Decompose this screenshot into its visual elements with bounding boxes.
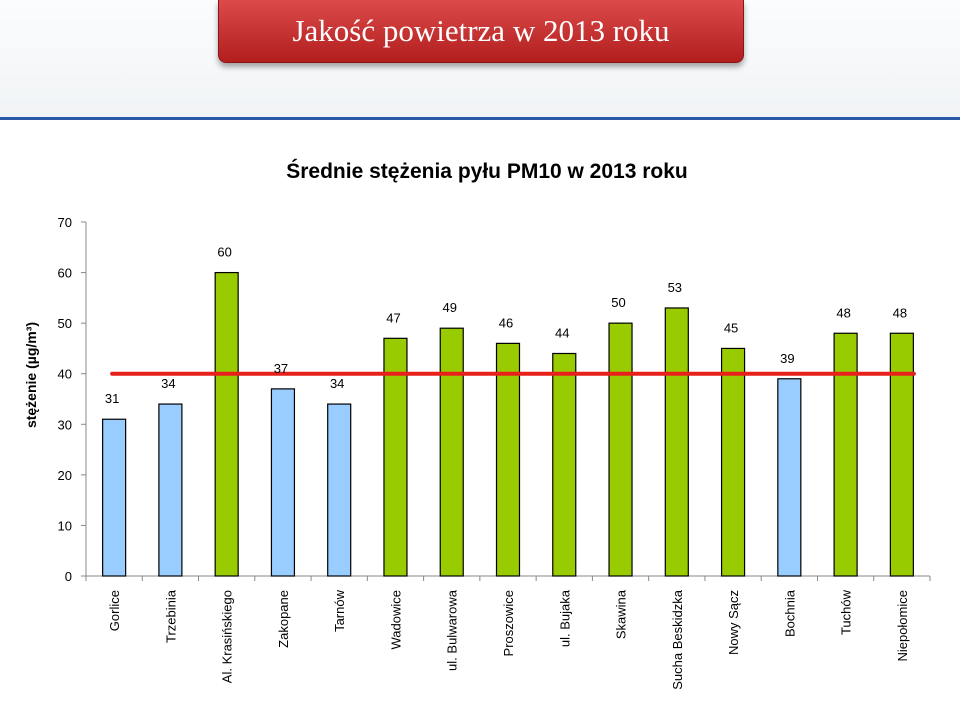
y-tick-label: 30 [58,417,72,432]
bar [833,332,858,577]
bar-value-label: 34 [330,376,344,391]
bar-value-label: 45 [724,320,738,335]
category-label: Tuchów [839,589,854,635]
bar [777,378,802,577]
y-tick-label: 40 [58,367,72,382]
bar [102,418,127,577]
bar-value-label: 50 [611,295,625,310]
slide-title: Jakość powietrza w 2013 roku [292,13,670,48]
bar [608,322,633,577]
category-label: ul. Bujaka [557,589,572,647]
bar [664,307,689,577]
bar [495,342,521,577]
y-axis-label: stężenie (µg/m³) [23,322,39,428]
bar-value-label: 34 [161,376,175,391]
bar [439,327,464,577]
bar [552,352,577,577]
bar-value-label: 46 [499,315,513,330]
category-label: Al. Krasińskiego [220,590,235,683]
y-tick-label: 0 [65,569,72,584]
bar-value-label: 49 [442,300,456,315]
category-label: Sucha Beskidzka [670,589,685,689]
bar-value-label: 60 [217,245,231,260]
bar [158,403,183,577]
category-label: Skawina [614,589,629,639]
bar-value-label: 44 [555,325,569,340]
bar [720,347,746,577]
category-label: Wadowice [388,590,403,649]
y-tick-label: 60 [58,266,72,281]
category-label: Nowy Sącz [726,590,741,655]
category-label: Niepołomice [895,590,910,662]
category-label: Proszowice [501,590,516,656]
bar [214,271,239,577]
bar [889,332,914,577]
bar-value-label: 53 [668,280,682,295]
bar [327,403,352,577]
category-label: ul. Bulwarowa [445,589,460,671]
category-label: Tarnów [332,589,347,632]
chart-title: Średnie stężenia pyłu PM10 w 2013 roku [286,159,688,183]
y-tick-label: 50 [58,316,72,331]
category-label: Trzebinia [163,589,178,643]
title-divider [0,117,960,120]
y-tick-label: 70 [58,215,72,230]
category-label: Gorlice [107,590,122,631]
bar-value-label: 39 [780,351,794,366]
category-label: Bochnia [782,589,797,637]
bar-value-label: 31 [105,391,119,406]
bar [383,337,408,577]
bar [270,388,296,577]
category-label: Zakopane [276,590,291,648]
bar-value-label: 48 [836,305,850,320]
pm10-bar-chart: Średnie stężenia pyłu PM10 w 2013 roku s… [23,159,931,690]
slide-title-box: Jakość powietrza w 2013 roku [218,0,744,63]
bar-value-label: 48 [893,305,907,320]
y-tick-label: 10 [58,518,72,533]
bar-value-label: 37 [274,361,288,376]
y-tick-label: 20 [58,468,72,483]
bar-value-label: 47 [386,310,400,325]
